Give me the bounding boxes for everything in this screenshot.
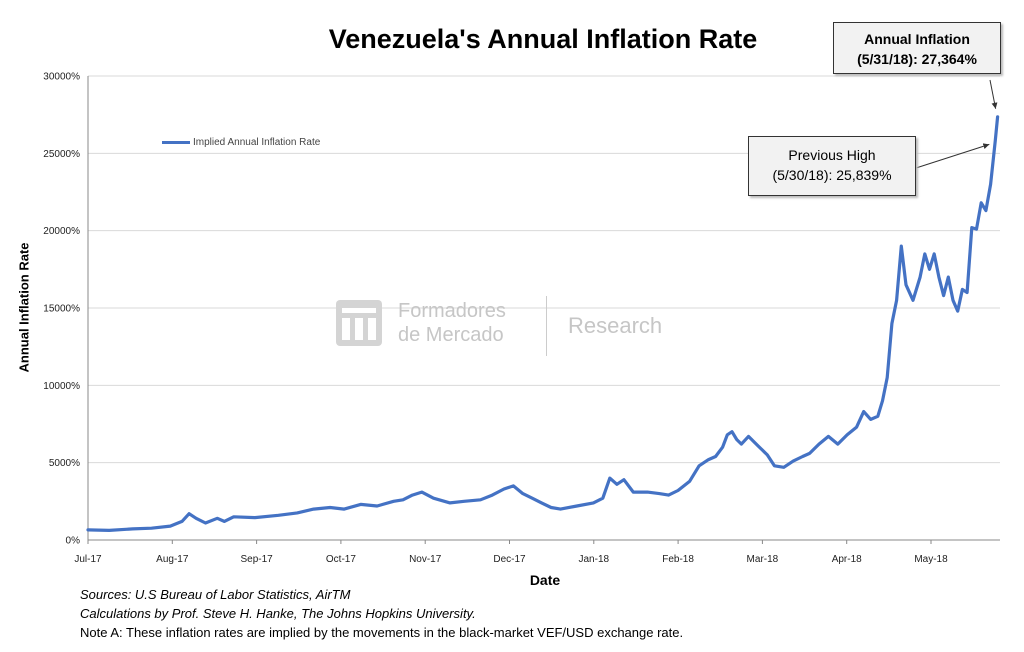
- axes: [87, 76, 1000, 544]
- x-tick-label: Mar-18: [747, 554, 779, 565]
- x-tick-label: Oct-17: [326, 554, 356, 565]
- y-tick-label: 0%: [66, 536, 81, 547]
- x-tick-label: May-18: [914, 554, 948, 565]
- chart-title: Venezuela's Annual Inflation Rate: [328, 24, 758, 54]
- x-tick-label: Sep-17: [240, 554, 273, 565]
- arrow-current: [989, 79, 998, 109]
- calculations-note: Calculations by Prof. Steve H. Hanke, Th…: [80, 606, 476, 621]
- y-axis-label: Annual Inflation Rate: [16, 242, 32, 373]
- x-axis-label: Date: [529, 572, 561, 588]
- annotation-previous-high: Previous High (5/30/18): 25,839%: [748, 136, 916, 196]
- watermark-divider: [546, 296, 547, 356]
- gridlines: [88, 75, 1000, 464]
- annotation-arrows: [915, 79, 998, 169]
- series-line: [86, 115, 1000, 532]
- legend-label: Implied Annual Inflation Rate: [193, 137, 321, 148]
- x-tick-label: Nov-17: [409, 554, 442, 565]
- x-tick-label: Jul-17: [74, 554, 102, 565]
- x-tick-label: Feb-18: [662, 554, 694, 565]
- y-tick-label: 20000%: [43, 226, 80, 237]
- watermark-logo: [336, 300, 382, 346]
- sources-note: Sources: U.S Bureau of Labor Statistics,…: [80, 587, 351, 602]
- x-tick-label: Aug-17: [156, 554, 189, 565]
- legend: Implied Annual Inflation Rate: [162, 137, 320, 148]
- x-tick-labels: Jul-17 Aug-17 Sep-17 Oct-17 Nov-17 Dec-17 Jan-…: [74, 554, 948, 565]
- y-tick-label: 5000%: [49, 458, 80, 469]
- note-a: Note A: These inflation rates are implie…: [80, 625, 684, 640]
- annotation-current: Annual Inflation (5/31/18): 27,364%: [833, 22, 1001, 74]
- x-tick-label: Apr-18: [832, 554, 862, 565]
- y-tick-label: 30000%: [43, 72, 80, 83]
- legend-swatch: [162, 140, 190, 144]
- watermark-title: Formadores de Mercado: [398, 300, 506, 346]
- watermark-research: Research: [568, 313, 663, 338]
- y-tick-label: 15000%: [43, 304, 80, 315]
- y-tick-label: 10000%: [43, 381, 80, 392]
- arrow-previous-high: [915, 143, 990, 169]
- y-tick-labels: 0% 5000% 10000% 15000% 20000% 25000% 30000%: [43, 72, 80, 547]
- x-tick-label: Dec-17: [493, 554, 526, 565]
- y-tick-label: 25000%: [43, 149, 80, 160]
- x-tick-label: Jan-18: [579, 554, 610, 565]
